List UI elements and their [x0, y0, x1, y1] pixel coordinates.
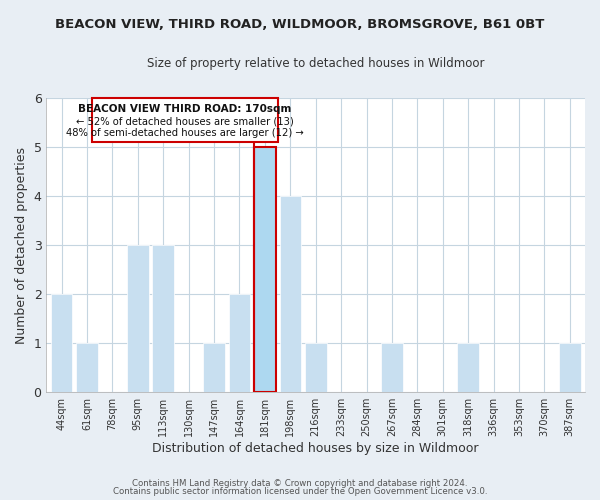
Bar	[76, 343, 98, 392]
Bar	[559, 343, 581, 392]
Bar	[280, 196, 301, 392]
Text: 48% of semi-detached houses are larger (12) →: 48% of semi-detached houses are larger (…	[66, 128, 304, 138]
X-axis label: Distribution of detached houses by size in Wildmoor: Distribution of detached houses by size …	[152, 442, 479, 455]
Bar	[127, 245, 149, 392]
Bar	[92, 98, 278, 142]
Text: BEACON VIEW, THIRD ROAD, WILDMOOR, BROMSGROVE, B61 0BT: BEACON VIEW, THIRD ROAD, WILDMOOR, BROMS…	[55, 18, 545, 30]
Bar	[51, 294, 73, 392]
Bar	[152, 245, 174, 392]
Title: Size of property relative to detached houses in Wildmoor: Size of property relative to detached ho…	[147, 58, 484, 70]
Bar	[305, 343, 326, 392]
Text: ← 52% of detached houses are smaller (13): ← 52% of detached houses are smaller (13…	[76, 116, 294, 126]
Bar	[381, 343, 403, 392]
Text: BEACON VIEW THIRD ROAD: 170sqm: BEACON VIEW THIRD ROAD: 170sqm	[78, 104, 292, 114]
Bar	[203, 343, 225, 392]
Bar	[254, 147, 275, 392]
Bar	[229, 294, 250, 392]
Text: Contains public sector information licensed under the Open Government Licence v3: Contains public sector information licen…	[113, 487, 487, 496]
Bar	[254, 147, 275, 392]
Text: Contains HM Land Registry data © Crown copyright and database right 2024.: Contains HM Land Registry data © Crown c…	[132, 478, 468, 488]
Y-axis label: Number of detached properties: Number of detached properties	[15, 146, 28, 344]
Bar	[457, 343, 479, 392]
